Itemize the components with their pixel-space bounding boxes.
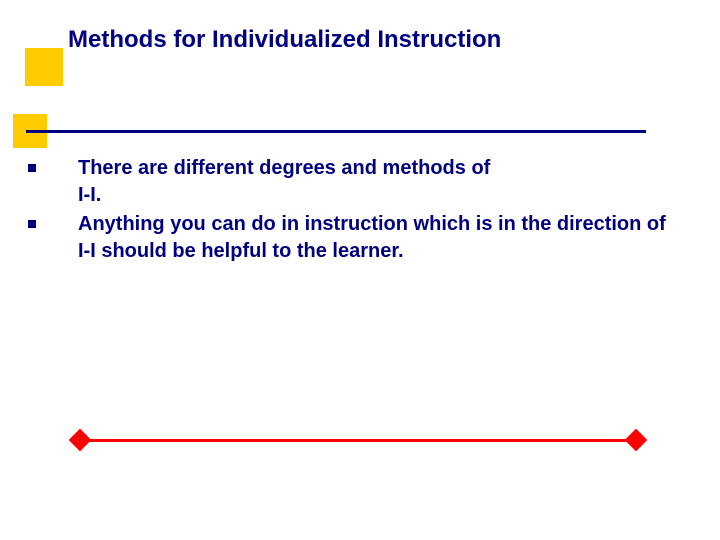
bullet-text: Anything you can do in instruction which… — [78, 211, 678, 265]
decor-yellow-square — [25, 48, 63, 86]
title-underline — [26, 130, 646, 133]
bullet-text: There are different degrees and methods … — [78, 155, 508, 209]
slide: Methods for Individualized Instruction T… — [0, 0, 720, 540]
decor-diamond-line — [72, 432, 644, 448]
diamond-icon — [625, 429, 648, 452]
list-item: Anything you can do in instruction which… — [20, 211, 700, 265]
red-line — [88, 439, 628, 442]
slide-title: Methods for Individualized Instruction — [68, 26, 501, 54]
bullet-square-icon — [28, 220, 36, 228]
diamond-icon — [69, 429, 92, 452]
bullet-list: There are different degrees and methods … — [20, 155, 700, 267]
bullet-square-icon — [28, 164, 36, 172]
list-item: There are different degrees and methods … — [20, 155, 700, 209]
